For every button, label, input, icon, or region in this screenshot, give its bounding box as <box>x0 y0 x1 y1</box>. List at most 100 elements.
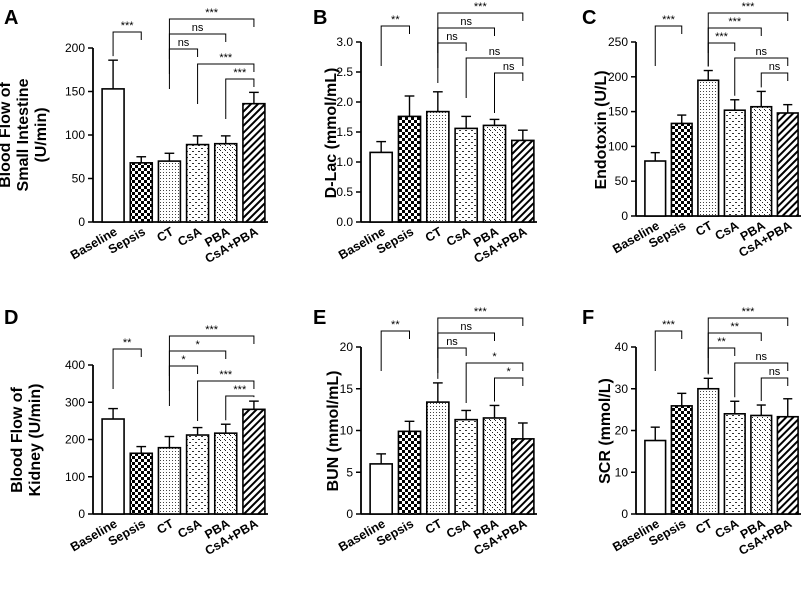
y-axis-title: Kidney (U/min) <box>27 384 44 497</box>
significance-bracket <box>760 72 789 88</box>
significance-label: *** <box>742 306 756 318</box>
significance-bracket <box>168 48 199 89</box>
y-axis-title: Blood Flow of <box>9 386 26 492</box>
bar-sepsis <box>670 405 693 515</box>
bar-csa-pba <box>776 415 799 515</box>
significance-bracket <box>197 380 255 421</box>
significance-bracket <box>494 377 524 402</box>
y-tick-label: 0 <box>78 507 85 521</box>
significance-bracket <box>225 78 255 119</box>
bar-baseline <box>101 88 125 223</box>
y-tick-label: 1.5 <box>336 125 353 139</box>
significance-bracket <box>112 31 142 57</box>
significance-label: *** <box>205 7 219 19</box>
category-label: CsA <box>713 516 742 541</box>
category-label: CsA <box>444 516 473 541</box>
bar-csa-pba <box>242 102 266 223</box>
significance-bracket <box>437 347 467 379</box>
category-label: CT <box>154 224 176 245</box>
significance-label: * <box>181 354 186 366</box>
significance-bracket <box>168 365 199 406</box>
significance-label: ns <box>446 336 458 348</box>
significance-bracket <box>707 42 736 67</box>
bar-sepsis <box>397 115 422 223</box>
significance-bracket <box>654 25 683 66</box>
significance-bracket <box>112 348 142 389</box>
panel-d: D Blood Flow of Kidney (U/min) 0 100 200 300 40… <box>4 307 268 558</box>
y-tick-label: 100 <box>608 139 628 153</box>
significance-label: ns <box>489 46 501 58</box>
category-label: CsA <box>175 516 204 541</box>
significance-label: ** <box>391 14 400 26</box>
panel-letter: B <box>313 7 327 29</box>
y-tick-label: 50 <box>615 174 629 188</box>
category-label: CT <box>423 516 445 537</box>
significance-label: *** <box>715 31 729 43</box>
bar-pba <box>482 124 507 223</box>
significance-bracket <box>197 63 255 104</box>
significance-label: ns <box>503 61 515 73</box>
significance-bracket <box>465 362 524 403</box>
y-tick-label: 10 <box>615 465 629 479</box>
category-label: CT <box>693 516 715 537</box>
y-tick-label: 15 <box>340 382 354 396</box>
y-axis-title: BUN (mmol/mL) <box>325 371 342 492</box>
significance-bracket <box>654 330 683 371</box>
bar-csa-pba <box>510 438 535 515</box>
significance-label: ns <box>460 321 472 333</box>
bar-ct <box>697 79 720 217</box>
significance-label: ns <box>446 31 458 43</box>
y-tick-label: 200 <box>65 433 85 447</box>
significance-label: ns <box>192 22 204 34</box>
bar-ct <box>697 387 720 515</box>
panel-a: A Blood Flow of Small Intestine (U/min) 0 50 1… <box>0 7 268 266</box>
y-tick-label: 150 <box>65 85 85 99</box>
bar-csa <box>185 143 210 223</box>
category-label: CT <box>154 516 176 537</box>
significance-bracket <box>734 362 789 398</box>
category-label: CsA <box>175 224 204 249</box>
y-tick-label: 10 <box>340 424 354 438</box>
y-tick-label: 250 <box>608 35 628 49</box>
bar-sepsis <box>129 162 154 223</box>
bar-pba <box>750 414 773 515</box>
bar-ct <box>157 160 182 223</box>
significance-label: ns <box>755 351 767 363</box>
panel-letter: D <box>4 307 18 329</box>
y-axis-title: Small Intestine <box>15 78 32 191</box>
significance-bracket <box>494 72 524 113</box>
significance-label: *** <box>742 1 756 13</box>
y-tick-label: 0.5 <box>336 185 353 199</box>
y-tick-label: 200 <box>608 70 628 84</box>
y-tick-label: 30 <box>615 382 629 396</box>
bar-sepsis <box>397 430 422 515</box>
significance-bracket <box>437 42 467 83</box>
significance-label: ns <box>755 46 767 58</box>
y-tick-label: 100 <box>65 128 85 142</box>
y-tick-label: 3.0 <box>336 35 353 49</box>
y-tick-label: 2.0 <box>336 95 353 109</box>
significance-bracket <box>760 377 789 402</box>
significance-label: *** <box>728 16 742 28</box>
y-axis-title: SCR (mmol/L) <box>597 378 614 484</box>
bar-baseline <box>644 439 667 515</box>
y-tick-label: 150 <box>608 105 628 119</box>
y-tick-label: 40 <box>615 340 629 354</box>
significance-bracket <box>465 57 524 98</box>
bar-pba <box>213 432 238 515</box>
bar-csa <box>454 418 479 515</box>
significance-label: *** <box>662 319 676 331</box>
bar-csa <box>723 109 746 217</box>
significance-label: ** <box>123 337 132 349</box>
bar-pba <box>750 105 773 217</box>
significance-label: * <box>492 351 497 363</box>
y-tick-label: 300 <box>65 395 85 409</box>
y-tick-label: 20 <box>340 340 354 354</box>
y-tick-label: 1.0 <box>336 155 353 169</box>
bar-csa <box>723 412 746 515</box>
bar-baseline <box>369 151 394 223</box>
significance-label: ** <box>730 321 739 333</box>
